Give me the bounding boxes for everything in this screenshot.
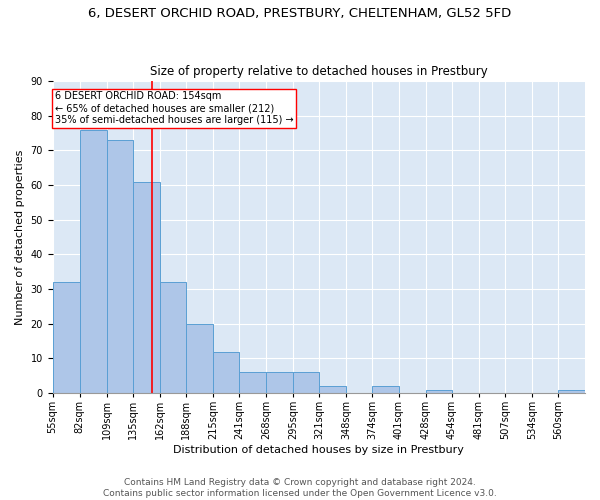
Bar (239, 372, 266, 393)
Bar (186, 324, 213, 393)
Bar (293, 372, 319, 393)
Bar (133, 182, 160, 393)
Text: Contains HM Land Registry data © Crown copyright and database right 2024.
Contai: Contains HM Land Registry data © Crown c… (103, 478, 497, 498)
Bar (213, 352, 239, 393)
Text: 6 DESERT ORCHID ROAD: 154sqm
← 65% of detached houses are smaller (212)
35% of s: 6 DESERT ORCHID ROAD: 154sqm ← 65% of de… (55, 92, 293, 124)
Bar (319, 386, 346, 393)
Title: Size of property relative to detached houses in Prestbury: Size of property relative to detached ho… (150, 66, 488, 78)
Y-axis label: Number of detached properties: Number of detached properties (15, 150, 25, 325)
Bar (558, 390, 585, 393)
Bar (80, 130, 107, 393)
Bar (426, 390, 452, 393)
X-axis label: Distribution of detached houses by size in Prestbury: Distribution of detached houses by size … (173, 445, 464, 455)
Bar (160, 282, 186, 393)
Text: 6, DESERT ORCHID ROAD, PRESTBURY, CHELTENHAM, GL52 5FD: 6, DESERT ORCHID ROAD, PRESTBURY, CHELTE… (88, 8, 512, 20)
Bar (266, 372, 293, 393)
Bar (107, 140, 133, 393)
Bar (53, 282, 80, 393)
Bar (372, 386, 399, 393)
